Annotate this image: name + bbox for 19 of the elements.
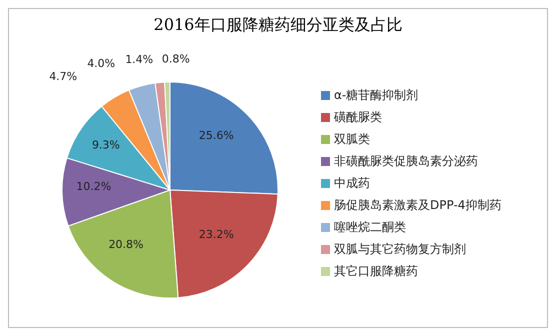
legend-label: α-糖苷酶抑制剂 bbox=[334, 88, 418, 102]
data-label: 20.8% bbox=[108, 238, 144, 252]
data-label: 1.4% bbox=[125, 53, 154, 66]
legend-label: 双胍类 bbox=[334, 132, 370, 146]
legend-label: 其它口服降糖药 bbox=[334, 264, 418, 278]
data-label: 4.0% bbox=[87, 56, 116, 70]
legend-label: 磺酰脲类 bbox=[334, 110, 382, 124]
data-label: 0.8% bbox=[162, 52, 190, 66]
legend-label: 噻唑烷二酮类 bbox=[334, 220, 406, 234]
data-label: 9.3% bbox=[92, 138, 120, 152]
legend-label: 中成药 bbox=[334, 176, 370, 190]
data-label: 25.6% bbox=[198, 129, 234, 142]
chart-title: 2016年口服降糖药细分亚类及占比 bbox=[152, 14, 404, 36]
data-label: 10.2% bbox=[76, 180, 112, 193]
legend-label: 非磺酰脲类促胰岛素分泌药 bbox=[334, 154, 478, 168]
legend-label: 肠促胰岛素激素及DPP-4抑制药 bbox=[334, 198, 502, 212]
data-label: 23.2% bbox=[198, 228, 234, 241]
data-label: 4.7% bbox=[49, 70, 78, 84]
legend-label: 双胍与其它药物复方制剂 bbox=[334, 242, 466, 256]
